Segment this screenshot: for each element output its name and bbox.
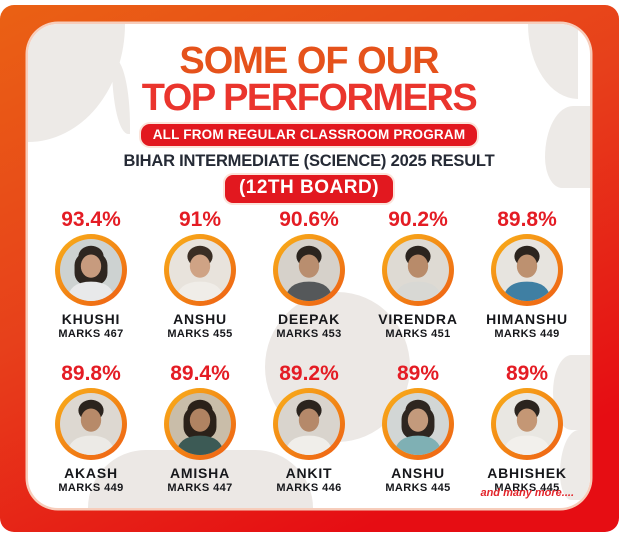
student-card: 91% ANSHU MARKS 455 <box>155 208 245 340</box>
student-marks: MARKS 445 <box>385 482 451 494</box>
student-marks: MARKS 446 <box>276 482 342 494</box>
student-name: ANSHU <box>173 311 227 327</box>
student-percentage: 90.2% <box>388 208 448 231</box>
student-card: 90.6% DEEPAK MARKS 453 <box>264 208 354 340</box>
student-marks: MARKS 467 <box>58 328 124 340</box>
student-photo <box>496 393 558 455</box>
student-name: VIRENDRA <box>378 311 458 327</box>
student-photo <box>387 239 449 301</box>
person-silhouette-icon <box>175 245 225 301</box>
student-photo <box>496 239 558 301</box>
student-card: 89.4% AMISHA MARKS 447 <box>155 362 245 494</box>
person-silhouette-icon <box>284 399 334 455</box>
student-percentage: 89% <box>505 362 549 385</box>
student-name: ANKIT <box>285 465 333 481</box>
student-name: DEEPAK <box>277 311 341 327</box>
student-card: 90.2% VIRENDRA MARKS 451 <box>373 208 463 340</box>
student-name: AKASH <box>64 465 118 481</box>
footer-note: and many more.... <box>480 487 574 499</box>
student-card: 89.2% ANKIT MARKS 446 <box>264 362 354 494</box>
student-photo <box>278 239 340 301</box>
person-silhouette-icon <box>175 399 225 455</box>
photo-ring <box>273 234 345 306</box>
student-marks: MARKS 451 <box>385 328 451 340</box>
title-line-1: SOME OF OUR <box>179 40 439 82</box>
person-silhouette-icon <box>502 399 552 455</box>
photo-ring <box>273 388 345 460</box>
student-name: KHUSHI <box>61 311 121 327</box>
student-percentage: 89.4% <box>170 362 230 385</box>
student-card: 89.8% HIMANSHU MARKS 449 <box>482 208 572 340</box>
student-percentage: 93.4% <box>61 208 121 231</box>
student-photo <box>60 239 122 301</box>
student-percentage: 89% <box>396 362 440 385</box>
board-badge: (12TH BOARD) <box>224 175 394 203</box>
student-marks: MARKS 449 <box>494 328 560 340</box>
student-name: ABHISHEK <box>487 465 567 481</box>
student-percentage: 91% <box>178 208 222 231</box>
decor-petal-right-upper <box>545 106 590 188</box>
person-silhouette-icon <box>393 245 443 301</box>
decor-petal-bottom-right <box>560 430 590 500</box>
result-subtitle: BIHAR INTERMEDIATE (SCIENCE) 2025 RESULT <box>123 152 495 170</box>
person-silhouette-icon <box>66 245 116 301</box>
person-silhouette-icon <box>393 399 443 455</box>
photo-ring <box>55 234 127 306</box>
student-marks: MARKS 445 <box>494 482 560 494</box>
student-card: 93.4% KHUSHI MARKS 467 <box>46 208 136 340</box>
student-marks: MARKS 449 <box>58 482 124 494</box>
student-percentage: 89.8% <box>61 362 121 385</box>
student-marks: MARKS 453 <box>276 328 342 340</box>
poster-header: SOME OF OUR TOP PERFORMERS ALL FROM REGU… <box>28 42 590 203</box>
photo-ring <box>491 234 563 306</box>
student-name: ANSHU <box>391 465 445 481</box>
poster-card: SOME OF OUR TOP PERFORMERS ALL FROM REGU… <box>28 24 590 508</box>
program-badge: ALL FROM REGULAR CLASSROOM PROGRAM <box>140 124 478 146</box>
student-photo <box>60 393 122 455</box>
photo-ring <box>491 388 563 460</box>
person-silhouette-icon <box>66 399 116 455</box>
photo-ring <box>55 388 127 460</box>
student-photo <box>278 393 340 455</box>
student-photo <box>387 393 449 455</box>
photo-ring <box>164 388 236 460</box>
person-silhouette-icon <box>284 245 334 301</box>
photo-ring <box>382 234 454 306</box>
student-card: 89% ANSHU MARKS 445 <box>373 362 463 494</box>
student-card: 89% ABHISHEK MARKS 445 <box>482 362 572 494</box>
student-percentage: 90.6% <box>279 208 339 231</box>
student-marks: MARKS 455 <box>167 328 233 340</box>
student-name: AMISHA <box>169 465 231 481</box>
person-silhouette-icon <box>502 245 552 301</box>
performers-row-2: 89.8% AKASH MARKS 449 89.4% <box>28 362 590 494</box>
student-photo <box>169 393 231 455</box>
photo-ring <box>382 388 454 460</box>
student-photo <box>169 239 231 301</box>
performers-row-1: 93.4% KHUSHI MARKS 467 91% <box>28 208 590 340</box>
student-percentage: 89.8% <box>497 208 557 231</box>
student-name: HIMANSHU <box>486 311 568 327</box>
photo-ring <box>164 234 236 306</box>
student-card: 89.8% AKASH MARKS 449 <box>46 362 136 494</box>
title-line-2: TOP PERFORMERS <box>141 77 478 119</box>
student-percentage: 89.2% <box>279 362 339 385</box>
student-marks: MARKS 447 <box>167 482 233 494</box>
